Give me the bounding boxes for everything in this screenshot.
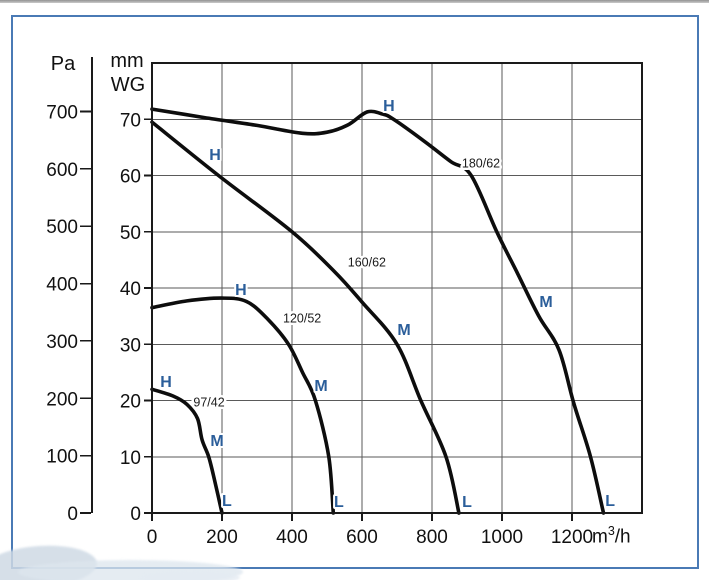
x-tick-label: 400	[276, 527, 308, 548]
curves-layer	[150, 107, 606, 515]
pa-tick-label: 400	[46, 275, 78, 296]
x-unit-superscript: 3	[607, 524, 615, 538]
pa-tick-label: 200	[46, 389, 78, 410]
mmwg-axis-title-line2: WG	[111, 74, 145, 96]
grid-layer	[152, 63, 642, 513]
x-tick-label: 600	[346, 527, 378, 548]
mmwg-tick-label: 20	[120, 392, 141, 413]
speed-label-l-120/52: L	[334, 494, 344, 511]
speed-label-m-120/52: M	[314, 378, 327, 395]
speed-label-h-160/62: H	[209, 147, 221, 164]
model-label-160/62: 160/62	[348, 256, 386, 270]
model-label-120/52: 120/52	[283, 311, 321, 325]
mmwg-tick-label: 30	[120, 335, 141, 356]
pa-tick-label: 500	[46, 217, 78, 238]
mmwg-tick-label: 0	[130, 504, 141, 525]
mmwg-tick-label: 50	[120, 223, 141, 244]
x-unit-prefix: m	[592, 526, 608, 548]
speed-label-m-97/42: M	[210, 433, 223, 450]
curve-120/52	[150, 296, 336, 515]
x-tick-label: 1000	[481, 527, 523, 548]
model-label-97/42: 97/42	[193, 396, 224, 410]
window-top-edge	[0, 0, 709, 3]
mmwg-tick-label: 70	[120, 110, 141, 131]
x-tick-label: 1200	[551, 527, 593, 548]
diagram-frame	[11, 15, 699, 569]
mmwg-tick-label: 40	[120, 279, 141, 300]
mmwg-tick-label: 10	[120, 448, 141, 469]
speed-label-h-180/62: H	[383, 98, 395, 115]
pa-tick-label: 300	[46, 332, 78, 353]
speed-label-l-97/42: L	[222, 493, 232, 510]
curve-160/62	[150, 120, 461, 515]
speed-label-m-180/62: M	[539, 294, 552, 311]
speed-label-l-160/62: L	[462, 494, 472, 511]
pa-tick-label: 700	[46, 102, 78, 123]
speed-label-l-180/62: L	[605, 493, 615, 510]
pa-tick-label: 100	[46, 447, 78, 468]
curve-97/42	[150, 387, 224, 515]
x-tick-label: 800	[416, 527, 448, 548]
speed-label-h-120/52: H	[235, 282, 247, 299]
speed-label-h-97/42: H	[160, 374, 172, 391]
watermark-wave-shape	[140, 571, 240, 580]
mmwg-axis-title-line1: mm	[110, 50, 143, 72]
axes-layer	[80, 57, 643, 521]
speed-label-m-160/62: M	[397, 322, 410, 339]
pa-tick-label: 0	[67, 504, 78, 525]
pa-axis-title: Pa	[51, 53, 76, 75]
x-unit-suffix: /h	[614, 526, 631, 548]
model-label-180/62: 180/62	[462, 157, 500, 171]
curve-180/62	[150, 107, 606, 515]
pa-tick-label: 600	[46, 160, 78, 181]
x-tick-label: 200	[206, 527, 238, 548]
mmwg-tick-label: 60	[120, 167, 141, 188]
x-axis-unit-label: m3/h	[592, 524, 631, 548]
x-tick-label: 0	[147, 527, 158, 548]
